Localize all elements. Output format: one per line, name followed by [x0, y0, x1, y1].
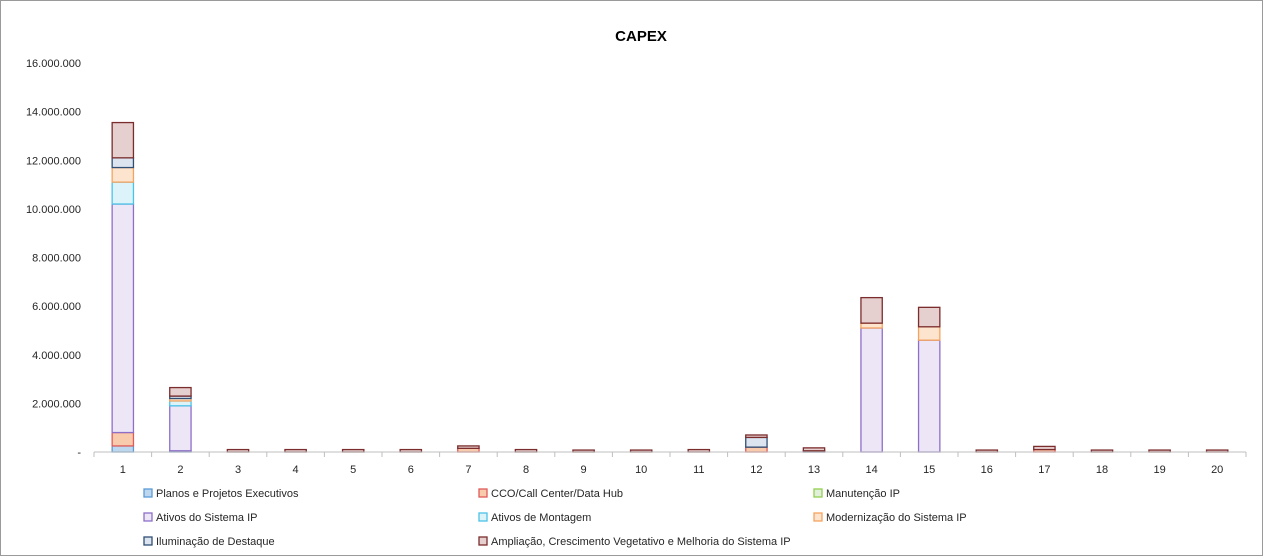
x-tick-label: 2: [177, 464, 183, 476]
y-tick-label: 10.000.000: [26, 204, 81, 216]
x-tick-label: 19: [1153, 464, 1165, 476]
bars-group: [111, 121, 1229, 453]
legend-label: Iluminação de Destaque: [156, 536, 275, 548]
bar-segment: [111, 445, 135, 453]
x-tick-label: 14: [865, 464, 877, 476]
x-tick-label: 5: [350, 464, 356, 476]
y-tick-label: 8.000.000: [32, 253, 81, 265]
legend-label: CCO/Call Center/Data Hub: [491, 488, 623, 500]
x-tick-label: 4: [293, 464, 299, 476]
y-tick-label: 4.000.000: [32, 350, 81, 362]
bar-segment: [917, 326, 941, 341]
x-tick-label: 15: [923, 464, 935, 476]
legend-label: Ativos do Sistema IP: [156, 512, 258, 524]
x-tick-label: 12: [750, 464, 762, 476]
y-axis: - 2.000.000 4.000.000 6.000.000 8.000.000 10.…: [26, 58, 81, 459]
x-tick-label: 8: [523, 464, 529, 476]
bar-segment: [111, 181, 135, 205]
bar-segment: [917, 339, 941, 453]
legend-label: Manutenção IP: [826, 488, 900, 500]
legend: Planos e Projetos Executivos CCO/Call Cen…: [143, 488, 967, 548]
bar-segment: [111, 203, 135, 434]
x-tick-label: 10: [635, 464, 647, 476]
y-tick-label: 16.000.000: [26, 58, 81, 70]
legend-swatch: [478, 488, 488, 498]
legend-swatch: [813, 488, 823, 498]
y-tick-label: 14.000.000: [26, 107, 81, 119]
legend-swatch: [478, 512, 488, 522]
bar-segment: [860, 296, 883, 324]
bar-segment: [169, 386, 192, 397]
legend-label: Planos e Projetos Executivos: [156, 488, 299, 500]
x-tick-label: 6: [408, 464, 414, 476]
legend-label: Ampliação, Crescimento Vegetativo e Melh…: [491, 536, 791, 548]
bar-segment: [802, 447, 826, 452]
legend-label: Ativos de Montagem: [491, 512, 591, 524]
x-tick-label: 1: [120, 464, 126, 476]
bar-segment: [860, 327, 883, 453]
bar-segment: [917, 306, 941, 328]
y-tick-label: 2.000.000: [32, 398, 81, 410]
bar-segment: [860, 322, 883, 329]
bar-segment: [745, 434, 768, 439]
bar-segment: [1033, 445, 1056, 451]
legend-swatch: [813, 512, 823, 522]
x-axis: 1 2 3 4 5 6 7 8 9 10 11 12 13 14 15 16 17 18 19 20: [93, 452, 1247, 476]
bar-segment: [169, 405, 192, 452]
bar-segment: [745, 436, 768, 448]
x-tick-label: 18: [1096, 464, 1108, 476]
x-tick-label: 9: [581, 464, 587, 476]
bar-segment: [111, 157, 135, 169]
bar-segment: [111, 121, 135, 159]
chart-title: CAPEX: [615, 28, 667, 45]
bar-segment: [745, 446, 768, 453]
x-tick-label: 13: [808, 464, 820, 476]
x-tick-label: 17: [1038, 464, 1050, 476]
bar-segment: [111, 166, 135, 183]
legend-swatch: [143, 488, 153, 498]
y-tick-label: -: [77, 447, 81, 459]
legend-swatch: [143, 512, 153, 522]
x-tick-label: 11: [693, 464, 704, 476]
y-tick-label: 6.000.000: [32, 301, 81, 313]
bar-segment: [457, 445, 480, 450]
legend-swatch: [478, 536, 488, 546]
bar-segment: [169, 400, 192, 407]
legend-label: Modernização do Sistema IP: [826, 512, 967, 524]
x-tick-label: 20: [1211, 464, 1223, 476]
y-tick-label: 12.000.000: [26, 155, 81, 167]
x-tick-label: 7: [465, 464, 471, 476]
x-tick-label: 16: [981, 464, 993, 476]
legend-swatch: [143, 536, 153, 546]
bar-segment: [111, 431, 135, 447]
x-tick-label: 3: [235, 464, 241, 476]
